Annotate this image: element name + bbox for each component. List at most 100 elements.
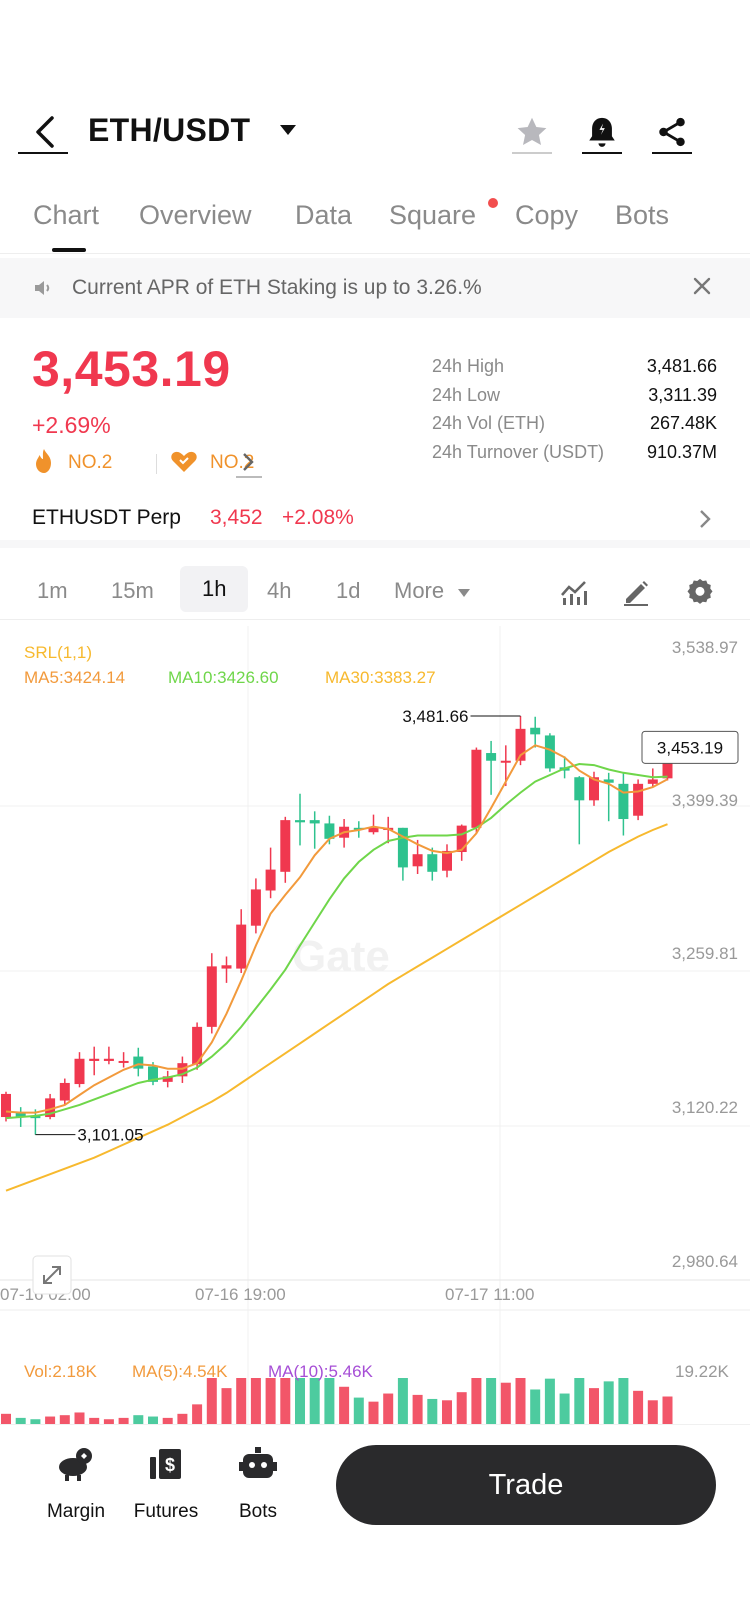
timeframe-more[interactable]: More [394,578,445,603]
stat-value: 3,481.66 [646,356,717,376]
tab-square[interactable]: Square [389,200,477,230]
candle-body [647,779,658,784]
y-axis-label: 3,259.81 [672,944,738,963]
rank-more-button[interactable] [236,448,262,478]
candle-body [177,1063,188,1077]
heart-icon [171,451,197,472]
candle-body [427,854,438,872]
volume-bar [148,1416,158,1426]
volume-bar [118,1417,129,1426]
bots-label: Bots [238,1501,278,1522]
volume-ma10-legend: MA(10):5.46K [268,1362,373,1381]
stat-row: 24h Turnover (USDT) 910.37M [432,442,717,471]
volume-bar [486,1378,497,1426]
tab-chart[interactable]: Chart [33,200,100,230]
y-axis-label: 3,399.39 [672,791,738,810]
volume-bar [412,1394,423,1426]
fire-icon [36,449,51,473]
caret-down-icon[interactable] [278,122,298,138]
bot-icon [239,1447,277,1478]
price-alert-button[interactable] [582,112,622,154]
hot-rank: NO.2 [68,452,113,473]
candle-body [368,827,379,833]
indicators-button[interactable] [558,576,590,608]
volume-bar [1,1413,11,1426]
volume-bar [647,1400,658,1426]
stat-label: 24h Turnover (USDT) [432,441,605,462]
ma30-line [5,823,668,1192]
candle-body [589,777,599,801]
favorite-button[interactable] [512,112,552,154]
tab-data[interactable]: Data [295,200,353,230]
speaker-icon [35,281,50,295]
candle-body [118,1060,129,1063]
volume-bar [471,1378,482,1426]
pair-title[interactable]: ETH/USDT [88,112,251,148]
share-icon [659,117,685,147]
perp-link-row[interactable]: ETHUSDT Perp 3,452 +2.08% [0,498,750,548]
volume-bar [559,1393,570,1426]
stat-label: 24h High [432,356,505,376]
timeframe-1h[interactable]: 1h [180,566,249,612]
candle-body [221,965,232,969]
ma30-legend: MA30:3383.27 [325,668,436,687]
candle-body [456,825,467,853]
candle-body [309,820,320,824]
close-icon[interactable] [690,274,714,298]
candle-body [133,1056,144,1069]
timeframe-4h[interactable]: 4h [267,578,292,603]
stat-row: 24h Low 3,311.39 [432,385,717,414]
volume-bar [589,1388,599,1426]
volume-bar [383,1393,394,1426]
drawing-button[interactable] [620,576,652,608]
volume-bar [162,1417,173,1426]
volume-ma5-legend: MA(5):4.54K [132,1362,228,1381]
volume-bar [544,1378,555,1426]
candle-body [515,728,526,761]
svg-text:$: $ [165,1455,175,1475]
futures-icon: $ [150,1449,181,1479]
tab-copy[interactable]: Copy [515,200,579,230]
stat-value: 3,311.39 [648,384,717,405]
tab-overview[interactable]: Overview [139,200,252,230]
volume-bar [515,1378,526,1426]
timeframe-1m[interactable]: 1m [37,578,68,603]
volume-bar [45,1416,56,1426]
announcement-bar[interactable]: Current APR of ETH Staking is up to 3.26… [0,258,750,318]
y-axis-label: 2,980.64 [672,1252,738,1271]
main-tabs: Chart Overview Data Square Copy Bots [0,190,750,254]
volume-bar [309,1378,320,1426]
notification-dot [488,198,498,208]
candle-body [353,827,364,830]
candle-body [295,820,305,823]
candle-body [280,820,291,872]
trade-button[interactable]: Trade [336,1445,716,1525]
share-button[interactable] [652,112,692,154]
chart-settings-button[interactable] [684,576,716,608]
volume-bar [250,1378,261,1426]
margin-label: Margin [46,1501,106,1522]
candle-body [250,889,261,926]
back-button[interactable] [18,112,68,154]
volume-bar [236,1378,247,1426]
candle-body [486,753,497,761]
x-axis-label: 07-16 19:00 [195,1285,286,1304]
candle-body [412,854,423,867]
volume-bar [662,1396,673,1426]
perp-name: ETHUSDT Perp [32,506,181,529]
volume-bar [368,1401,379,1426]
timeframe-15m[interactable]: 15m [111,578,154,603]
volume-bar [221,1388,232,1426]
candle-body [30,1115,41,1119]
stat-value: 267.48K [649,413,717,433]
volume-bar [339,1386,350,1426]
volume-bar [456,1392,467,1426]
candle-body [1,1093,11,1118]
tab-bots[interactable]: Bots [615,200,670,230]
volume-bar [574,1378,585,1426]
timeframe-1d[interactable]: 1d [336,578,361,603]
last-price: 3,453.19 [32,341,231,397]
volume-bar [295,1378,305,1426]
volume-bar [192,1404,203,1426]
price-chart[interactable]: Gate 3,538.97 3,399.39 3,259.81 3,120.22 2,98… [0,626,750,1426]
